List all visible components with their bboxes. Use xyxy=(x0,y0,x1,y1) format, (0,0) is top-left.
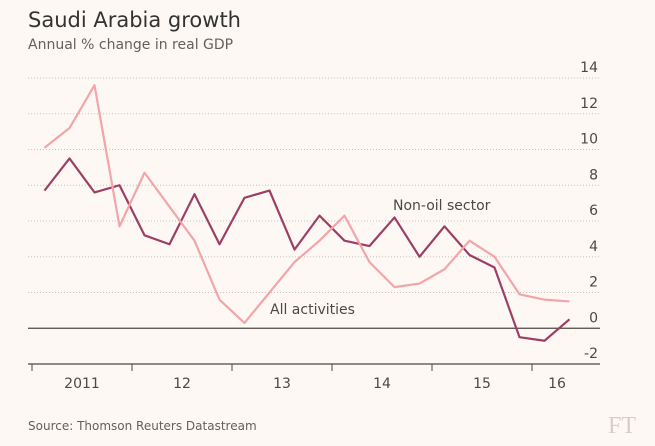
source: Source: Thomson Reuters Datastream xyxy=(28,419,257,433)
x-tick-label: 13 xyxy=(273,376,291,392)
x-tick-label: 16 xyxy=(548,376,566,392)
chart-title: Saudi Arabia growth xyxy=(28,8,241,32)
x-tick-label: 2011 xyxy=(64,376,100,392)
y-tick-label: 2 xyxy=(589,275,598,291)
line xyxy=(43,84,570,324)
y-tick-label: 6 xyxy=(589,203,598,219)
y-tick-label: 8 xyxy=(589,167,598,183)
y-tick-label: 0 xyxy=(589,310,598,326)
y-tick-label: 4 xyxy=(589,239,598,255)
series-label: All activities xyxy=(270,302,355,318)
x-tick-label: 15 xyxy=(473,376,491,392)
x-tick-label: 14 xyxy=(373,376,391,392)
chart-subtitle: Annual % change in real GDP xyxy=(28,37,233,53)
series-label: Non-oil sector xyxy=(393,198,491,214)
x-tick-label: 12 xyxy=(173,376,191,392)
line xyxy=(43,157,571,342)
logo: FT xyxy=(608,413,636,439)
y-tick-label: 10 xyxy=(580,132,598,148)
y-tick-label: 12 xyxy=(580,96,598,112)
y-tick-label: 14 xyxy=(580,60,598,76)
y-tick-label: -2 xyxy=(584,346,598,362)
